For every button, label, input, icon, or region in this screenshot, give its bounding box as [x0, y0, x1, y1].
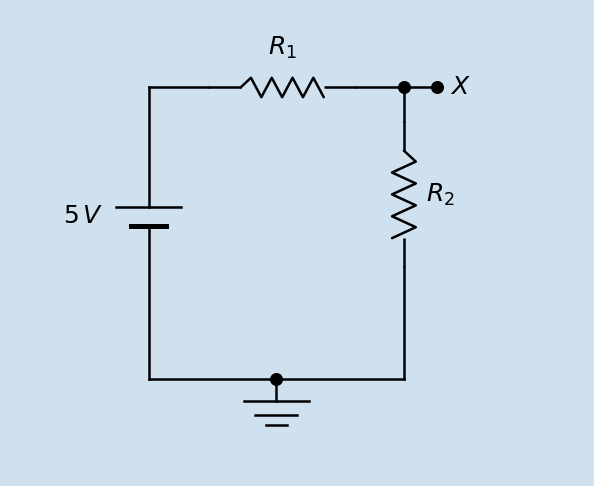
Text: $R_2$: $R_2$ — [426, 181, 455, 208]
Text: $X$: $X$ — [450, 76, 470, 99]
Point — [399, 84, 409, 91]
Point — [432, 84, 441, 91]
Text: $5\,V$: $5\,V$ — [64, 205, 104, 228]
Point — [271, 375, 281, 383]
Text: $R_1$: $R_1$ — [268, 35, 296, 61]
